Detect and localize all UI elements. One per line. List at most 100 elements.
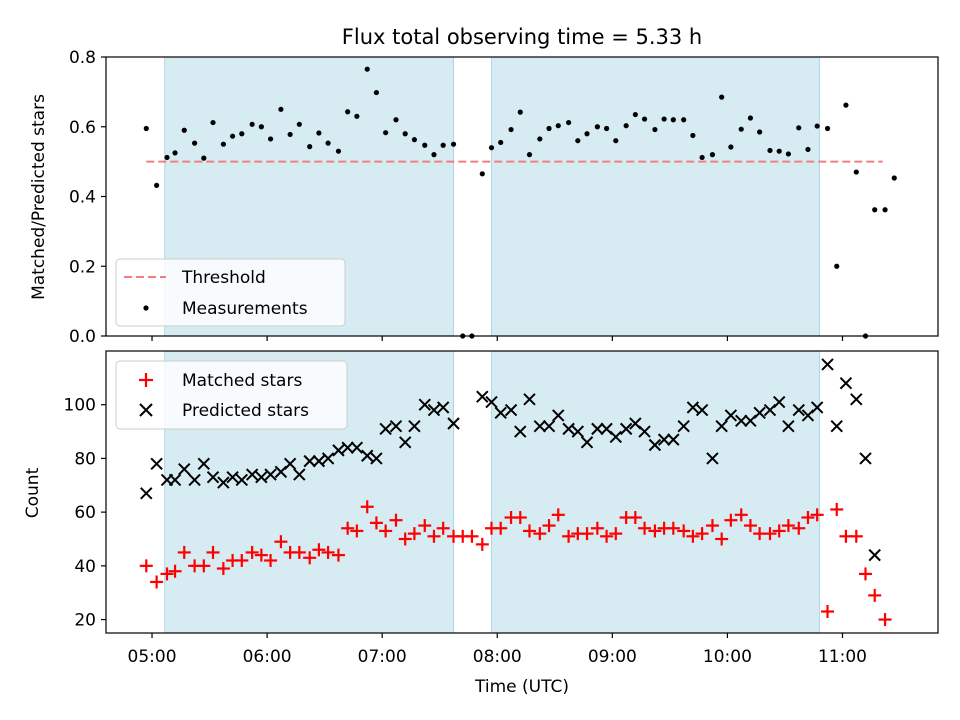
shaded-interval-1 [491, 56, 820, 337]
predicted-star-point [552, 409, 565, 422]
measurement-point [278, 106, 284, 112]
x-tick-label: 06:00 [243, 647, 292, 667]
measurement-point [402, 131, 408, 137]
predicted-stars-points [140, 358, 881, 562]
matched-star-point [197, 559, 211, 573]
measurement-point [488, 145, 495, 151]
matched-star-point [150, 575, 164, 589]
predicted-star-point [293, 468, 306, 481]
matched-star-point [321, 545, 335, 559]
predicted-star-point [140, 487, 153, 500]
measurement-point [249, 121, 255, 127]
measurement-point [479, 171, 485, 177]
predicted-star-point [494, 406, 507, 419]
predicted-star-point [638, 425, 651, 438]
matched-star-point [522, 524, 536, 538]
measurement-point [181, 127, 187, 133]
matched-star-point [312, 543, 326, 557]
matched-star-point [465, 529, 479, 543]
matched-star-point [666, 521, 680, 535]
predicted-star-point [217, 476, 230, 489]
predicted-star-point [514, 425, 527, 438]
measurement-point [325, 140, 331, 146]
matched-star-point [580, 527, 594, 541]
predicted-star-point [591, 422, 604, 436]
predicted-star-point [427, 403, 441, 417]
top-y-tick-label: 0.8 [69, 48, 96, 68]
bottom-legend: Matched stars Predicted stars [115, 360, 348, 430]
matched-star-point [878, 613, 892, 627]
measurement-point [747, 115, 754, 121]
matched-star-point [292, 545, 306, 559]
measurement-point [834, 263, 840, 269]
matched-star-point [677, 524, 691, 538]
measurement-point [738, 126, 744, 132]
matched-star-point [168, 564, 182, 578]
measurement-point [652, 126, 658, 133]
measurement-point [393, 117, 399, 123]
predicted-star-point [715, 419, 728, 433]
matched-star-point [830, 502, 844, 516]
matched-star-point [849, 529, 863, 543]
predicted-star-point [792, 403, 805, 417]
measurement-point [709, 152, 716, 158]
matched-star-point [859, 567, 873, 581]
x-tick-label: 08:00 [473, 647, 522, 667]
predicted-star-point [562, 422, 575, 436]
matched-star-point [331, 548, 345, 562]
matched-star-point [763, 527, 777, 541]
measurement-point [537, 136, 543, 142]
measurement-point [872, 207, 878, 213]
predicted-star-point [150, 457, 163, 471]
predicted-star-point [361, 449, 374, 462]
matched-star-point [542, 519, 556, 533]
predicted-star-point [839, 377, 853, 390]
measurement-point [201, 155, 207, 161]
top-x-ticks [151, 336, 844, 341]
predicted-star-point [389, 419, 403, 433]
matched-star-point [686, 529, 700, 543]
top-y-ticks: 0.0 0.2 0.4 0.6 0.8 [69, 48, 106, 347]
predicted-star-point [476, 390, 489, 403]
top-y-tick-label: 0.2 [69, 257, 96, 277]
matched-star-point [648, 524, 662, 538]
predicted-star-point [264, 468, 277, 481]
bottom-panel: 20 40 60 80 100 05:00 06:00 07:00 08:00 09:00 10:… [23, 350, 939, 697]
x-tick-label: 05:00 [128, 647, 177, 667]
measurement-point [258, 124, 264, 130]
predicted-star-point [706, 452, 719, 465]
matched-star-point [562, 529, 576, 543]
measurement-point [661, 116, 667, 122]
x-tick-label: 09:00 [588, 647, 637, 667]
bottom-plot-frame [105, 350, 939, 634]
matched-star-point [206, 545, 220, 559]
matched-star-point [821, 605, 835, 619]
bottom-y-ticks: 20 40 60 80 100 [64, 396, 106, 631]
predicted-star-point [379, 422, 392, 436]
bottom-y-axis-label: Count [23, 467, 43, 518]
matched-star-point [533, 527, 547, 541]
predicted-star-point [821, 358, 834, 371]
matched-star-point [868, 588, 882, 602]
matched-star-point [494, 521, 508, 535]
measurement-point [719, 94, 725, 100]
matched-star-point [590, 521, 604, 535]
matched-star-point [600, 529, 614, 543]
measurement-point [796, 125, 802, 131]
predicted-star-point [350, 441, 364, 454]
matched-star-point [475, 537, 489, 551]
bottom-y-tick-label: 60 [74, 503, 96, 523]
matched-star-point [792, 521, 806, 535]
measurement-point [172, 150, 178, 156]
predicted-star-point [332, 444, 345, 457]
predicted-star-point [312, 454, 326, 468]
predicted-star-point [686, 401, 700, 414]
measurement-point [154, 182, 160, 188]
chart-title: Flux total observing time = 5.33 h [342, 25, 702, 49]
measurement-point [345, 109, 351, 115]
matched-star-point [350, 524, 364, 538]
measurement-point [853, 169, 859, 175]
predicted-star-point [619, 422, 633, 436]
predicted-star-point [571, 425, 585, 438]
